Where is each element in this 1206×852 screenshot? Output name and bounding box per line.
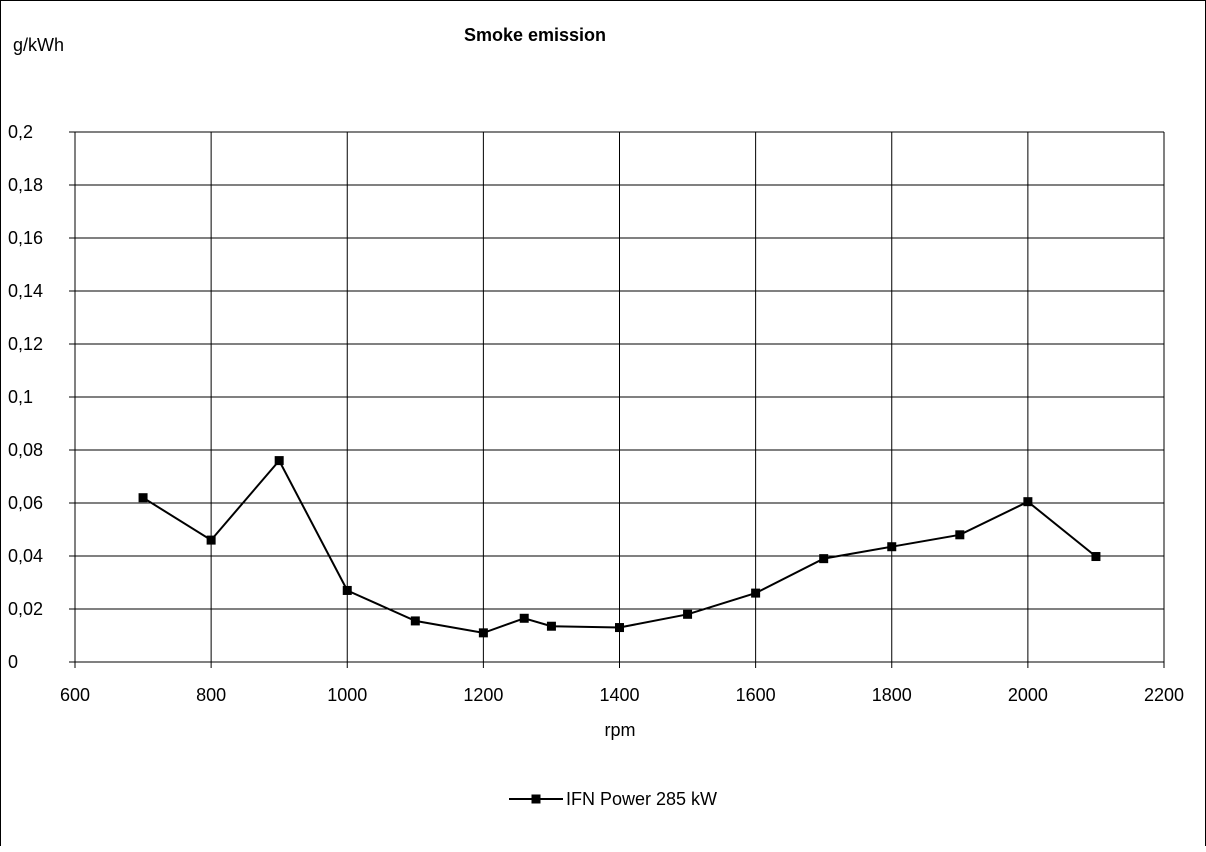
legend-marker [531, 794, 541, 804]
y-tick-label: 0,14 [8, 281, 43, 301]
x-tick-label: 1800 [872, 685, 912, 705]
y-tick-label: 0,08 [8, 440, 43, 460]
y-tick-label: 0,18 [8, 175, 43, 195]
data-point [274, 456, 284, 466]
series-layer [138, 456, 1101, 638]
data-point [819, 554, 829, 564]
x-tick-label: 600 [60, 685, 90, 705]
data-point [519, 613, 529, 623]
data-point [683, 609, 693, 619]
data-point [1091, 552, 1101, 562]
grid [75, 131, 1165, 662]
y-tick-label: 0,04 [8, 546, 43, 566]
y-tick-labels: 0 0,02 0,04 0,06 0,08 0,1 0,12 0,14 0,16 0,18 0,2 [8, 122, 43, 672]
x-tick-label: 1400 [599, 685, 639, 705]
data-point [1023, 497, 1033, 507]
y-axis-label: g/kWh [13, 35, 64, 55]
x-tick-label: 1600 [736, 685, 776, 705]
y-tick-label: 0,2 [8, 122, 33, 142]
y-tick-label: 0,12 [8, 334, 43, 354]
y-tick-label: 0,06 [8, 493, 43, 513]
data-point [887, 542, 897, 552]
x-tick-label: 2000 [1008, 685, 1048, 705]
legend-label: IFN Power 285 kW [566, 789, 717, 809]
data-point [138, 493, 148, 503]
data-point [410, 616, 420, 626]
data-point [751, 588, 761, 598]
data-point [478, 628, 488, 638]
data-point [955, 530, 965, 540]
y-tick-label: 0,16 [8, 228, 43, 248]
data-point [615, 623, 624, 633]
y-tick-label: 0,02 [8, 599, 43, 619]
chart-title: Smoke emission [464, 25, 606, 45]
axes [69, 131, 1165, 668]
x-axis-label: rpm [605, 720, 636, 740]
x-tick-label: 800 [196, 685, 226, 705]
y-tick-label: 0 [8, 652, 18, 672]
series-line [142, 458, 1097, 634]
data-point [342, 585, 352, 595]
legend: IFN Power 285 kW [509, 789, 717, 809]
x-tick-label: 2200 [1144, 685, 1184, 705]
x-tick-labels: 600 800 1000 1200 1400 1600 1800 2000 2200 [60, 685, 1184, 705]
x-tick-label: 1000 [327, 685, 367, 705]
y-tick-label: 0,1 [8, 387, 33, 407]
x-tick-label: 1200 [463, 685, 503, 705]
data-point [546, 621, 556, 631]
data-point [206, 535, 216, 545]
